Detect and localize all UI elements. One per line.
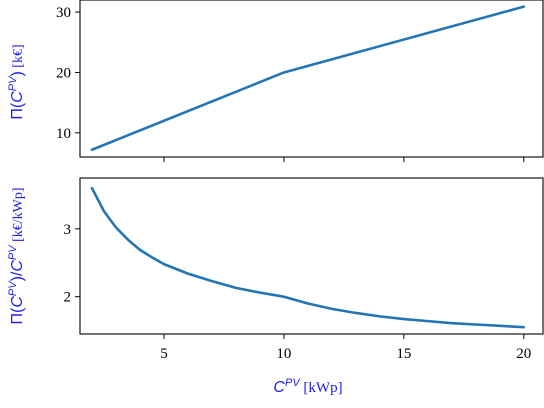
bottom-x-tick-label: 20	[516, 346, 531, 362]
top-chart: 10 20 30	[56, 0, 544, 162]
bottom-x-tick-label: 5	[160, 346, 168, 362]
bottom-y-tick-label: 2	[64, 290, 72, 306]
bottom-y-axis-label: Π(CPV)/CPV [k€/kWp]	[7, 187, 26, 324]
top-y-tick-label: 10	[56, 126, 71, 142]
top-y-axis-label: Π(CPV) [k€]	[7, 44, 26, 119]
x-axis-label: CPV [kWp]	[273, 377, 342, 396]
bottom-x-tick-label: 10	[276, 346, 291, 362]
bottom-y-tick-label: 3	[64, 222, 72, 238]
bottom-x-tick-label: 15	[396, 346, 411, 362]
bottom-axes-frame	[79, 177, 544, 335]
bottom-chart: 5 10 15 20 2 3	[64, 177, 544, 362]
top-y-tick-label: 20	[56, 65, 71, 81]
top-series-line	[90, 5, 526, 152]
top-y-tick-label: 30	[56, 5, 71, 21]
top-axes-frame	[79, 0, 544, 158]
bottom-series-line	[90, 186, 526, 329]
